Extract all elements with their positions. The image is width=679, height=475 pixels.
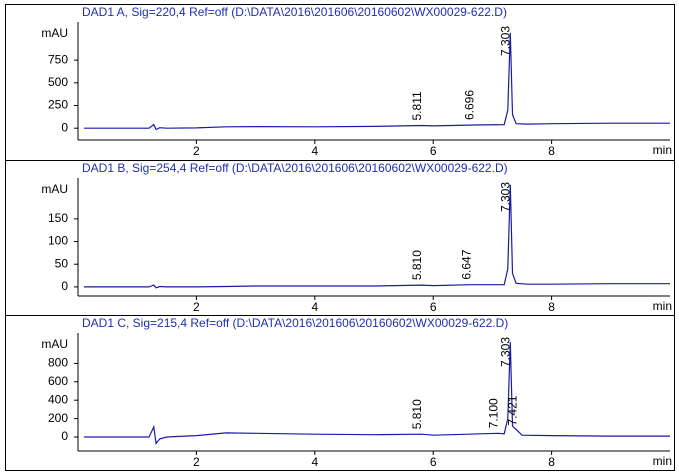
peak-label: 7.303 xyxy=(499,26,513,56)
x-tick-label: 4 xyxy=(311,144,318,158)
peak-label: 6.696 xyxy=(463,90,477,120)
x-tick-label: 4 xyxy=(311,300,318,314)
signal-trace xyxy=(83,184,670,289)
peak-label: 5.810 xyxy=(410,399,424,429)
x-tick-label: 4 xyxy=(311,455,318,469)
peak-label: 7.100 xyxy=(486,398,500,428)
x-tick-label: 6 xyxy=(430,300,437,314)
y-tick-label: 400 xyxy=(48,392,68,406)
y-tick-label: 0 xyxy=(61,429,68,443)
peak-label: 7.421 xyxy=(505,395,519,425)
x-axis-label: min xyxy=(653,454,672,468)
y-axis-label: mAU xyxy=(41,337,68,351)
x-tick-label: 8 xyxy=(548,455,555,469)
x-tick-label: 8 xyxy=(548,300,555,314)
x-tick-label: 2 xyxy=(193,300,200,314)
frame xyxy=(5,4,675,471)
panel-title: DAD1 B, Sig=254,4 Ref=off (D:\DATA\2016\… xyxy=(82,161,508,175)
y-tick-label: 800 xyxy=(48,356,68,370)
signal-trace xyxy=(83,342,670,445)
x-tick-label: 2 xyxy=(193,455,200,469)
y-tick-label: 200 xyxy=(48,411,68,425)
y-tick-label: 0 xyxy=(61,279,68,293)
x-axis-label: min xyxy=(653,299,672,313)
y-tick-label: 750 xyxy=(48,52,68,66)
y-tick-label: 150 xyxy=(48,211,68,225)
x-tick-label: 8 xyxy=(548,144,555,158)
y-tick-label: 250 xyxy=(48,98,68,112)
panel-title: DAD1 C, Sig=215,4 Ref=off (D:\DATA\2016\… xyxy=(82,316,508,330)
y-axis-label: mAU xyxy=(41,182,68,196)
y-axis-label: mAU xyxy=(41,26,68,40)
x-tick-label: 6 xyxy=(430,455,437,469)
peak-label: 6.647 xyxy=(460,249,474,279)
peak-label: 7.303 xyxy=(499,182,513,212)
peak-label: 5.811 xyxy=(410,91,424,120)
panel-title: DAD1 A, Sig=220,4 Ref=off (D:\DATA\2016\… xyxy=(82,5,507,19)
y-tick-label: 600 xyxy=(48,374,68,388)
y-tick-label: 50 xyxy=(55,256,69,270)
y-tick-label: 100 xyxy=(48,234,68,248)
y-tick-label: 0 xyxy=(61,120,68,134)
x-tick-label: 6 xyxy=(430,144,437,158)
y-tick-label: 500 xyxy=(48,75,68,89)
x-axis-label: min xyxy=(653,143,672,157)
peak-label: 5.810 xyxy=(410,250,424,280)
signal-trace xyxy=(83,32,670,131)
peak-label: 7.303 xyxy=(499,337,513,367)
x-tick-label: 2 xyxy=(193,144,200,158)
